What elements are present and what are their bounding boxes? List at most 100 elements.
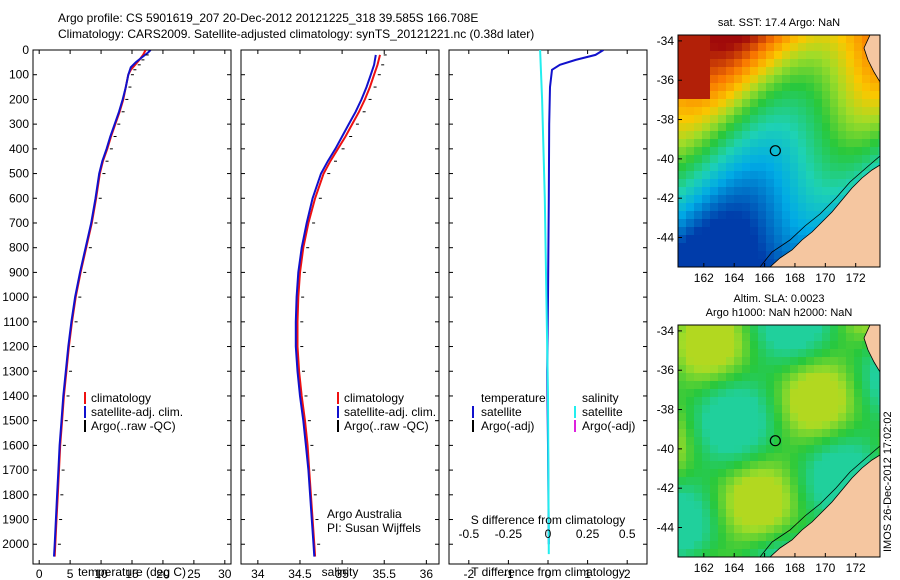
map-cell [718,139,726,147]
map-cell [870,163,878,171]
map-cell [822,397,830,405]
map-cell [694,333,702,341]
map-cell [718,549,726,557]
map-cell [798,429,806,437]
map-cell [734,251,742,259]
map-cell [806,405,814,413]
map-cell [718,227,726,235]
temperature-x-label: temperature (deg C) [78,565,186,579]
map-cell [854,445,862,453]
map-cell [782,373,790,381]
map-cell [790,437,798,445]
map-cell [766,525,774,533]
map-cell [750,373,758,381]
map-cell [782,437,790,445]
map-cell [686,115,694,123]
map-cell [790,493,798,501]
map-cell [790,43,798,51]
map-cell [710,43,718,51]
map-cell [846,139,854,147]
map-cell [694,75,702,83]
map-cell [758,469,766,477]
map-cell [798,211,806,219]
map-cell [710,35,718,43]
map-cell [710,187,718,195]
map-cell [758,131,766,139]
map-cell [718,43,726,51]
map-cell [758,107,766,115]
map-cell [750,501,758,509]
map-cell [702,445,710,453]
map-cell [782,195,790,203]
sst-map-axes: 162 164 166 168 170 172 -34 -36 -38 -40 -42 -44 [657,34,866,285]
map-cell [814,381,822,389]
map-cell [862,83,870,91]
sst-map-panel: sat. SST: 17.4 Argo: NaN 162 164 166 168 170… [657,17,881,285]
map-cell [838,91,846,99]
map-cell [710,163,718,171]
map-cell [678,219,686,227]
map-cell [678,91,686,99]
map-cell [822,115,830,123]
map-cell [806,131,814,139]
map-cell [870,123,878,131]
map-cell [758,461,766,469]
map-cell [702,469,710,477]
salinity-legend: climatology satellite-adj. clim. Argo(..… [337,391,436,433]
nz-coast [769,164,880,267]
x-tick-label: 30 [218,567,232,580]
map-cell [806,477,814,485]
map-cell [678,325,686,333]
map-cell [702,123,710,131]
map-cell [870,147,878,155]
map-cell [806,485,814,493]
map-cell [758,365,766,373]
map-cell [694,517,702,525]
map-cell [758,187,766,195]
map-cell [838,357,846,365]
map-cell [854,91,862,99]
map-cell [814,373,822,381]
map-cell [846,437,854,445]
lat-tick-label: -40 [657,442,675,456]
map-cell [694,195,702,203]
map-cell [750,437,758,445]
map-cell [750,357,758,365]
map-cell [758,147,766,155]
map-cell [766,517,774,525]
map-cell [694,501,702,509]
map-cell [758,139,766,147]
map-cell [694,461,702,469]
map-cell [710,341,718,349]
map-cell [710,147,718,155]
map-cell [742,259,750,267]
map-cell [750,349,758,357]
map-cell [678,259,686,267]
x-tick-label: 10 [94,567,108,580]
map-cell [790,325,798,333]
map-cell [726,195,734,203]
map-cell [694,227,702,235]
map-cell [790,421,798,429]
map-cell [790,381,798,389]
map-cell [846,453,854,461]
map-cell [830,139,838,147]
s-diff-tick-label: 0 [545,527,552,541]
map-cell [782,147,790,155]
map-cell [742,469,750,477]
map-cell [710,493,718,501]
map-cell [734,171,742,179]
map-cell [822,107,830,115]
map-cell [774,333,782,341]
map-cell [750,469,758,477]
map-cell [830,155,838,163]
map-cell [806,195,814,203]
map-cell [678,51,686,59]
map-cell [766,373,774,381]
map-cell [758,99,766,107]
map-cell [742,35,750,43]
map-cell [846,99,854,107]
x-tick-label: 35.5 [373,567,397,580]
map-cell [798,43,806,51]
map-cell [726,485,734,493]
